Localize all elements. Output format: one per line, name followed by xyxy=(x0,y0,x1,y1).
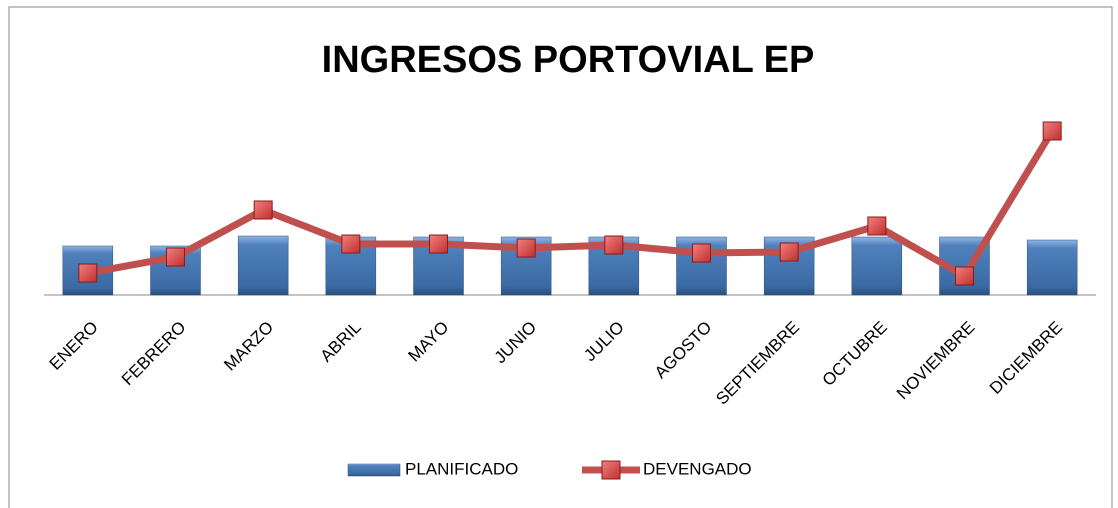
marker xyxy=(78,263,98,283)
legend-marker xyxy=(601,460,621,480)
legend-label: DEVENGADO xyxy=(643,459,752,478)
marker xyxy=(1042,121,1062,141)
marker xyxy=(867,216,887,236)
marker xyxy=(692,243,711,263)
line xyxy=(87,129,1056,280)
chart-title: INGRESOS PORTOVIAL EP xyxy=(322,39,815,81)
marker xyxy=(341,234,361,254)
marker xyxy=(516,238,536,258)
marker xyxy=(253,200,273,220)
marker xyxy=(166,247,185,267)
bar xyxy=(237,235,289,296)
marker xyxy=(604,235,624,255)
legend-label: PLANIFICADO xyxy=(405,459,518,478)
bar xyxy=(1026,239,1078,296)
marker xyxy=(429,234,448,254)
marker xyxy=(955,266,974,286)
bar xyxy=(851,236,903,296)
marker xyxy=(779,242,799,262)
legend-swatch xyxy=(347,463,401,477)
